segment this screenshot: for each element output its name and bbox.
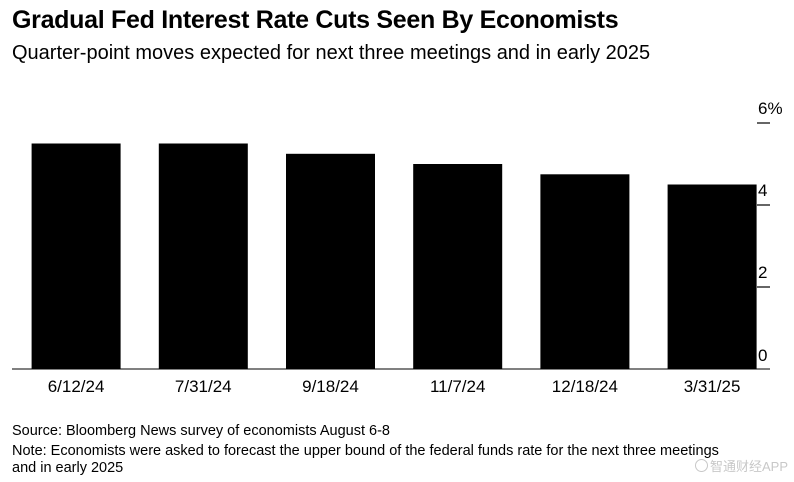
bar-chart: 6/12/24 7/31/24 9/18/24 11/7/24 12/18/24 3/31…	[12, 99, 783, 396]
x-tick-label: 11/7/24	[430, 377, 485, 396]
x-tick-label: 7/31/24	[175, 377, 232, 396]
x-tick-labels: 6/12/24 7/31/24 9/18/24 11/7/24 12/18/24 3/31…	[48, 377, 741, 396]
bar-11/7/24	[413, 164, 503, 369]
bars-group	[31, 143, 757, 370]
chart-subtitle: Quarter-point moves expected for next th…	[12, 42, 651, 64]
y-axis: 0 2 4 6%	[757, 99, 783, 365]
x-tick-label: 9/18/24	[302, 377, 359, 396]
y-tick-label: 0	[758, 346, 767, 365]
bar-12/18/24	[540, 174, 630, 370]
watermark-logo-icon	[694, 459, 708, 472]
source-note: Source: Bloomberg News survey of economi…	[12, 423, 390, 439]
watermark: 智通财经APP	[694, 456, 788, 475]
bar-3/31/25	[667, 184, 757, 369]
bar-9/18/24	[286, 153, 375, 370]
bar-6/12/24	[31, 143, 121, 369]
y-tick-label: 2	[758, 263, 767, 282]
x-tick-label: 6/12/24	[48, 377, 105, 396]
y-tick-label: 4	[758, 181, 767, 200]
footnote: Note: Economists were asked to forecast …	[12, 443, 719, 476]
bar-7/31/24	[158, 143, 248, 369]
y-tick-label: 6%	[758, 99, 783, 118]
x-tick-label: 12/18/24	[552, 377, 618, 396]
chart-title: Gradual Fed Interest Rate Cuts Seen By E…	[12, 6, 619, 34]
x-tick-label: 3/31/25	[684, 377, 741, 396]
watermark-text: 智通财经APP	[709, 459, 788, 474]
